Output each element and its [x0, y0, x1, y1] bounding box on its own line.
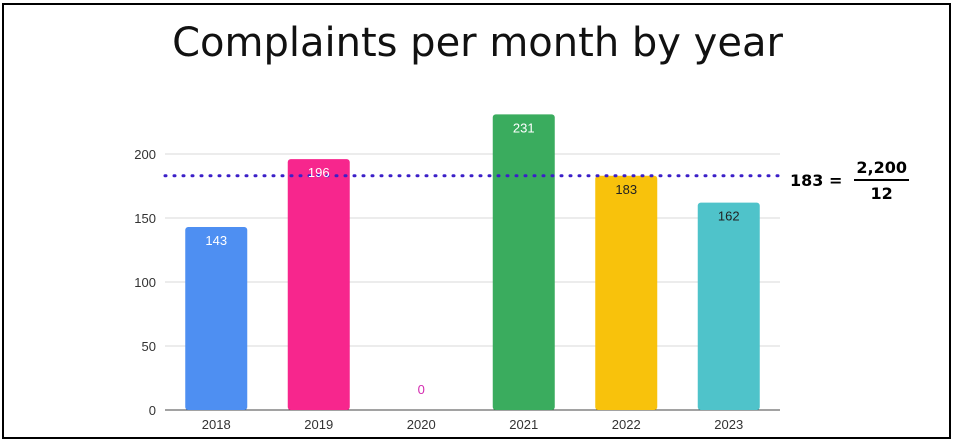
- annotation-numerator: 2,200: [854, 158, 909, 181]
- data-label: 162: [718, 209, 740, 224]
- data-label: 0: [418, 382, 425, 397]
- y-tick-label: 150: [134, 211, 156, 226]
- y-tick-label: 100: [134, 275, 156, 290]
- x-tick-label: 2018: [202, 417, 231, 432]
- bar: [185, 226, 248, 410]
- x-tick-label: 2021: [509, 417, 538, 432]
- data-label: 143: [205, 233, 227, 248]
- annotation-lhs: 183 =: [790, 171, 843, 190]
- x-tick-label: 2023: [714, 417, 743, 432]
- bar: [595, 175, 658, 410]
- x-tick-label: 2020: [407, 417, 436, 432]
- data-label: 231: [513, 120, 535, 135]
- chart-title: Complaints per month by year: [172, 20, 783, 66]
- x-tick-label: 2022: [612, 417, 641, 432]
- y-tick-label: 50: [142, 339, 156, 354]
- y-tick-label: 200: [134, 147, 156, 162]
- data-label: 183: [615, 182, 637, 197]
- chart-frame: [2, 3, 951, 439]
- bar: [492, 114, 555, 410]
- bar: [287, 159, 350, 410]
- average-annotation: 183 = 2,200 12: [790, 158, 909, 203]
- y-tick-label: 0: [149, 403, 156, 418]
- x-tick-label: 2019: [304, 417, 333, 432]
- annotation-denominator: 12: [870, 184, 893, 203]
- annotation-fraction: 2,200 12: [854, 158, 909, 203]
- data-label: 196: [308, 165, 330, 180]
- bar: [697, 202, 760, 410]
